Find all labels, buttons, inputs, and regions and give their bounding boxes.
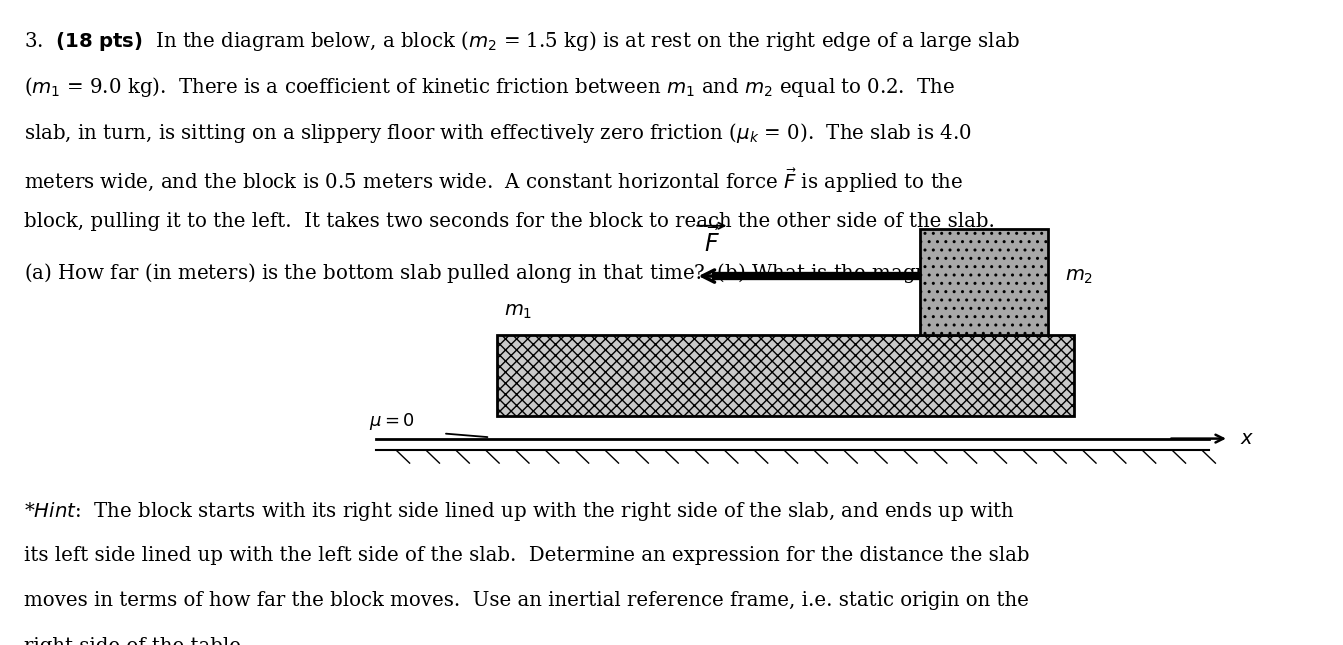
Text: ($m_1$ = 9.0 kg).  There is a coefficient of kinetic friction between $m_1$ and : ($m_1$ = 9.0 kg). There is a coefficient… <box>24 75 955 99</box>
Text: $m_1$: $m_1$ <box>504 303 532 321</box>
Text: meters wide, and the block is 0.5 meters wide.  A constant horizontal force $\ve: meters wide, and the block is 0.5 meters… <box>24 166 963 195</box>
Text: slab, in turn, is sitting on a slippery floor with effectively zero friction ($\: slab, in turn, is sitting on a slippery … <box>24 121 972 144</box>
Bar <box>920 229 1048 335</box>
Text: $\mu = 0$: $\mu = 0$ <box>369 411 415 432</box>
Text: $\vec{F}$: $\vec{F}$ <box>704 227 720 257</box>
Text: *$\it{Hint}$:  The block starts with its right side lined up with the right side: *$\it{Hint}$: The block starts with its … <box>24 500 1015 523</box>
Text: $x$: $x$ <box>1240 430 1254 448</box>
Text: 3.  $\mathbf{(18\ pts)}$  In the diagram below, a block ($m_2$ = 1.5 kg) is at r: 3. $\mathbf{(18\ pts)}$ In the diagram b… <box>24 29 1019 53</box>
Text: block, pulling it to the left.  It takes two seconds for the block to reach the : block, pulling it to the left. It takes … <box>24 212 995 231</box>
Text: $m_2$: $m_2$ <box>1065 268 1093 286</box>
Text: its left side lined up with the left side of the slab.  Determine an expression : its left side lined up with the left sid… <box>24 546 1030 564</box>
Text: right side of the table.: right side of the table. <box>24 637 247 645</box>
Bar <box>497 335 1074 416</box>
Text: (a) How far (in meters) is the bottom slab pulled along in that time?  (b) What : (a) How far (in meters) is the bottom sl… <box>24 258 1034 286</box>
Text: moves in terms of how far the block moves.  Use an inertial reference frame, i.e: moves in terms of how far the block move… <box>24 591 1029 610</box>
